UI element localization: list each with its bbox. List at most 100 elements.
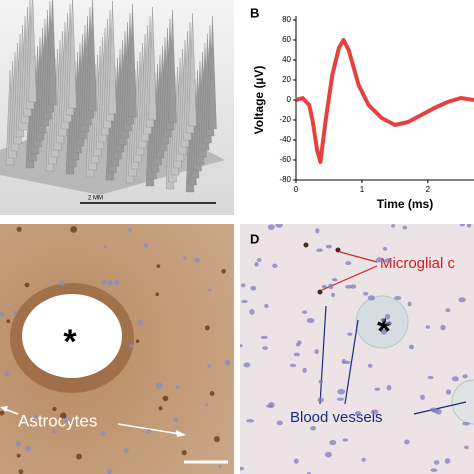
y-tick-label: -80 [279,175,291,184]
cell [209,391,215,396]
electrode [28,0,37,103]
cell [127,227,132,233]
y-axis-label: Voltage (µV) [252,66,266,135]
nucleus [382,246,388,251]
cell [162,395,169,402]
panel-label: B [250,5,259,20]
nucleus [374,387,381,391]
annotation: Blood vessels [290,409,383,426]
nucleus [240,283,246,288]
y-tick-label: 20 [282,75,291,84]
arrowhead [176,430,186,437]
nucleus [386,385,392,391]
nucleus [430,468,438,472]
vessel [355,295,409,349]
arrow [319,305,467,415]
nucleus [306,318,315,324]
cell [101,279,107,285]
x-tick-label: 1 [360,185,365,194]
cell [194,257,200,263]
nucleus [345,284,353,289]
nucleus [458,297,466,303]
cell [173,417,179,423]
x-tick-label: 2 [426,185,431,194]
nucleus [250,285,257,291]
nucleus [394,295,402,300]
y-tick-label: -60 [279,155,291,164]
cell [16,226,22,232]
nucleus [342,438,349,442]
nucleus [462,374,468,379]
nucleus [289,363,297,368]
annotation: Microglial c [380,255,456,272]
nucleus [246,419,255,423]
x-tick-label: 0 [294,185,299,194]
nucleus [445,308,451,312]
nucleus [462,421,470,426]
electrode [48,0,57,106]
nucleus [329,440,337,446]
nucleus [459,224,465,227]
microglia [303,242,309,248]
electrode [188,12,197,127]
cell [58,280,65,287]
panel-a: 2 MM [0,0,234,215]
cell [6,319,11,324]
nucleus [408,344,414,350]
electrode [88,0,97,112]
electrode [208,15,217,130]
nucleus [355,410,362,417]
nucleus [314,349,319,354]
nucleus [440,324,446,331]
cell [183,256,187,260]
electrode [168,9,177,124]
nucleus [240,466,245,471]
nucleus [325,244,332,249]
nucleus [420,394,425,400]
cell [175,385,180,389]
cell [155,292,160,297]
nucleus [240,344,243,348]
nucleus [425,325,430,329]
y-tick-label: -20 [279,115,291,124]
nucleus [336,397,344,401]
cell [204,325,210,331]
nucleus [384,321,392,325]
cell [25,445,31,452]
nucleus [384,258,392,263]
nucleus [243,362,251,368]
x-axis-label: Time (ms) [377,197,433,211]
cell [106,468,113,474]
nucleus [315,228,320,234]
nucleus [254,261,259,267]
nucleus [321,284,327,289]
cell [107,280,113,286]
nucleus [272,263,278,269]
cell [204,402,209,407]
electrode [128,3,137,118]
panel-b: B Voltage (µV) Time (ms) -80-60-40-20020… [250,5,474,211]
nucleus [316,248,323,252]
cell [207,364,211,368]
waveform [295,38,474,164]
nucleus [331,278,338,282]
vessel [451,379,474,425]
cell [156,264,161,269]
nucleus [267,224,275,230]
vessel-lumen [22,294,122,378]
cell [103,244,107,249]
nucleus [367,363,373,368]
y-tick-label: 60 [282,35,291,44]
cell [24,282,30,288]
cell [4,371,10,377]
nucleus [391,224,396,228]
nucleus [293,352,300,357]
nucleus [249,308,255,315]
cell [137,319,144,327]
nucleus [451,376,459,382]
nucleus [260,335,268,339]
y-tick-label: 80 [282,15,291,24]
panel-d: D * Microglial c Blood vessels [240,224,474,474]
nucleus [262,346,268,350]
cell [76,453,82,460]
